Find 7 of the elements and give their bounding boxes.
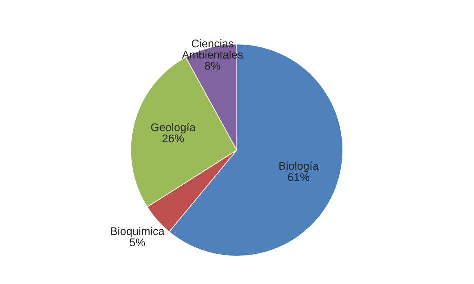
data-label: 26% <box>162 134 184 143</box>
slice-label: Bioquimica <box>111 227 165 238</box>
data-label: 8% <box>205 62 220 70</box>
slice-label: Biología <box>280 162 319 172</box>
data-label: 61% <box>288 173 310 182</box>
data-label: 5% <box>130 238 146 247</box>
slice-label: Geología <box>151 123 196 134</box>
